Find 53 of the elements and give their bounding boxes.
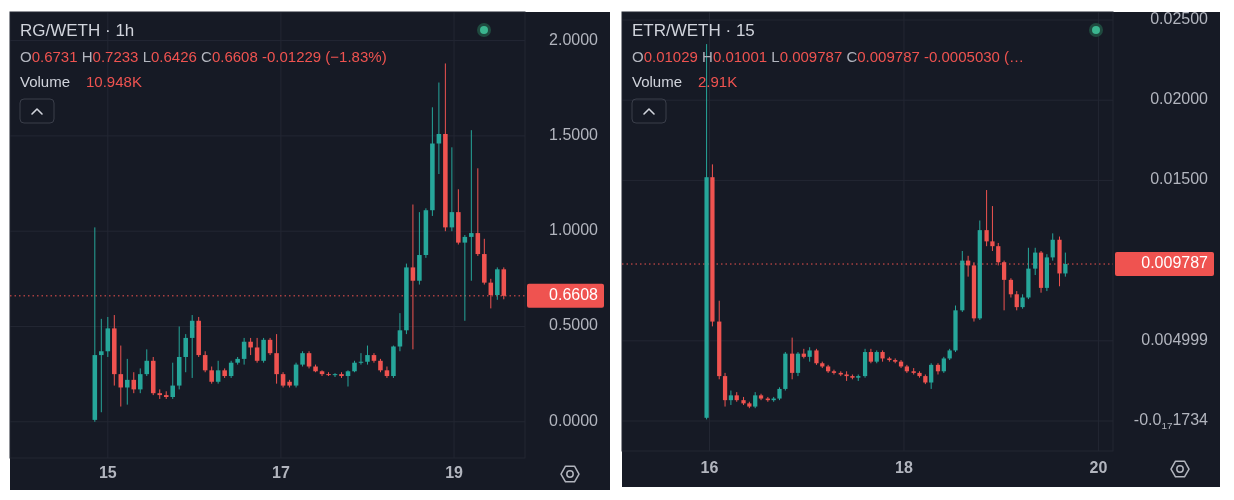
y-tick-label: 1.0000 (549, 221, 599, 239)
y-tick-label: 0.004999 (1141, 331, 1209, 349)
x-tick-label: 18 (895, 459, 913, 477)
y-tick-label: 0.02500 (1150, 10, 1209, 28)
candlestick (125, 358, 130, 406)
candlestick (990, 205, 995, 252)
annotation: Volume (632, 73, 683, 90)
x-tick-label: 20 (1089, 459, 1108, 477)
y-tick-label: 0.5000 (549, 316, 599, 334)
text: O0.6731 H0.7233 L0.6426 C0.6608 -0.01229 (−1.83%) (20, 48, 387, 65)
candlestick (1033, 247, 1038, 276)
candlestick (1063, 252, 1068, 278)
text: RG/WETH · 1h (20, 21, 135, 40)
candlestick (436, 82, 442, 175)
candlestick (345, 369, 351, 388)
y-tick-label: 0.01500 (1150, 170, 1209, 188)
candlestick (170, 362, 175, 400)
candlestick (1014, 290, 1019, 311)
candlestick (261, 337, 266, 364)
candlestick (137, 367, 143, 394)
y-tick-label: -0.0$_{17}$1734 (1133, 411, 1209, 432)
candlestick (795, 351, 801, 377)
y-tick-label: 0.0000 (549, 412, 599, 430)
candlestick (319, 369, 325, 377)
candlestick (929, 362, 934, 390)
ref-line-label: 0.009787 (1141, 254, 1209, 272)
y-tick-label: 0.02000 (1150, 90, 1209, 108)
candlestick (99, 318, 104, 413)
candlestick (365, 345, 370, 366)
x-tick-label: 16 (700, 459, 719, 477)
candlestick (215, 360, 221, 385)
candlestick (384, 366, 390, 379)
candlestick (469, 129, 474, 282)
candlestick (790, 337, 795, 380)
x-tick-label: 19 (445, 464, 464, 482)
ref-line-label: 0.6608 (549, 286, 599, 304)
annotation: 10.948K (86, 73, 142, 90)
candlestick (462, 234, 468, 322)
candlestick (984, 189, 989, 247)
candlestick (254, 337, 260, 364)
candlestick (397, 312, 403, 352)
y-tick-label: 2.0000 (549, 30, 599, 48)
candlestick (1008, 277, 1014, 298)
x-tick-label: 15 (98, 464, 117, 482)
x-tick-label: 17 (272, 464, 290, 482)
candlestick (1050, 232, 1055, 262)
candlestick (728, 390, 734, 406)
candlestick (183, 333, 188, 373)
candlestick (274, 333, 279, 385)
candlestick (144, 348, 150, 377)
y-tick-label: 1.5000 (549, 126, 599, 144)
annotation: Volume (20, 73, 71, 90)
text: ETR/WETH · 15 (632, 21, 755, 40)
